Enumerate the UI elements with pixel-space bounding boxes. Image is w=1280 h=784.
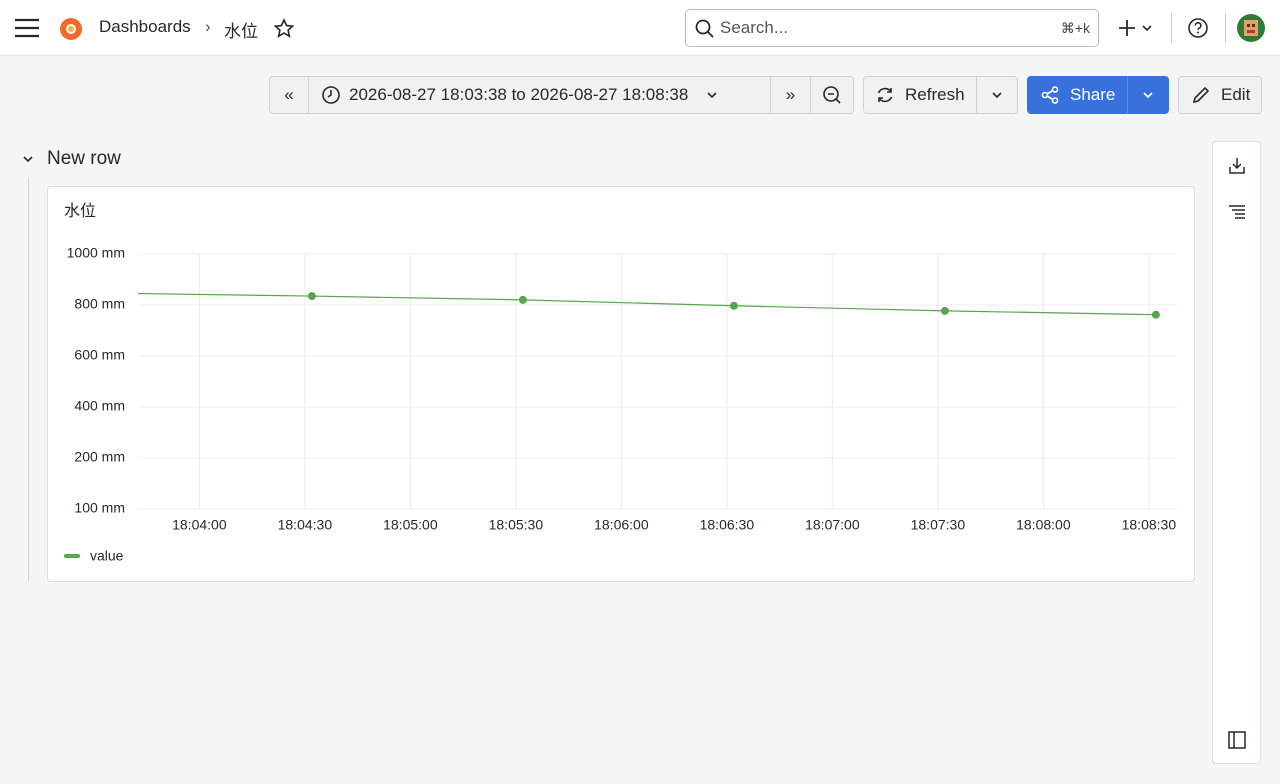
search-icon: [695, 19, 714, 38]
search-box[interactable]: Search... ⌘+k: [685, 9, 1099, 47]
y-tick-label: 800 mm: [74, 296, 125, 312]
help-icon[interactable]: [1187, 17, 1209, 39]
legend-label: value: [90, 548, 124, 564]
logo[interactable]: [57, 13, 85, 43]
x-tick-label: 18:07:00: [805, 517, 860, 533]
row-title[interactable]: New row: [47, 148, 121, 169]
plot-area: [138, 292, 1160, 319]
data-point: [518, 295, 527, 304]
top-bar: Dashboards › 水位 Search... ⌘+k: [0, 0, 1280, 56]
shift-forward-button[interactable]: »: [770, 76, 811, 114]
menu-icon[interactable]: [14, 17, 40, 39]
data-point: [729, 301, 738, 310]
x-tick-label: 18:08:00: [1016, 517, 1071, 533]
clock-icon: [322, 86, 340, 104]
share-label: Share: [1070, 85, 1116, 104]
edit-label: Edit: [1221, 85, 1251, 104]
dock-icon[interactable]: [1227, 730, 1247, 750]
time-picker[interactable]: 2026-08-27 18:03:38 to 2026-08-27 18:08:…: [308, 76, 771, 114]
data-point: [307, 292, 316, 301]
shift-back-button[interactable]: «: [269, 76, 309, 114]
breadcrumb[interactable]: 水位: [224, 22, 258, 41]
x-tick-label: 18:04:00: [172, 517, 227, 533]
share-button[interactable]: Share: [1027, 76, 1128, 114]
chart: 水位 100 mm 200 mm 400 mm 600 mm 800 mm 1000 mm…: [64, 202, 1177, 564]
x-tick-label: 18:06:30: [700, 517, 755, 533]
panel: 水位 100 mm 200 mm 400 mm 600 mm 800 mm 1000 mm…: [47, 186, 1195, 582]
x-tick-label: 18:06:00: [594, 517, 649, 533]
outline-icon[interactable]: [1227, 204, 1247, 220]
search-placeholder: Search...: [720, 18, 789, 37]
new-button[interactable]: [1115, 17, 1155, 39]
avatar[interactable]: [1237, 14, 1265, 42]
refresh-interval-button[interactable]: [976, 76, 1018, 114]
y-tick-label: 100 mm: [74, 500, 125, 516]
share-menu-button[interactable]: [1127, 76, 1169, 114]
y-tick-label: 200 mm: [74, 449, 125, 465]
data-point: [1151, 310, 1160, 319]
breadcrumb[interactable]: Dashboards: [99, 17, 191, 36]
x-tick-label: 18:08:30: [1122, 517, 1177, 533]
x-tick-label: 18:05:30: [489, 517, 544, 533]
search-shortcut: ⌘+k: [1060, 20, 1090, 36]
zoom-out-button[interactable]: [810, 76, 854, 114]
panel-title: 水位: [64, 202, 96, 220]
star-icon[interactable]: [273, 18, 295, 38]
series-line: [138, 292, 1156, 316]
data-point: [940, 306, 949, 315]
refresh-button[interactable]: Refresh: [863, 76, 977, 114]
y-tick-label: 1000 mm: [67, 245, 125, 261]
export-icon[interactable]: [1227, 156, 1247, 176]
x-tick-label: 18:07:30: [911, 517, 966, 533]
row-collapse-icon[interactable]: [21, 152, 35, 166]
y-tick-label: 400 mm: [74, 398, 125, 414]
y-tick-label: 600 mm: [74, 347, 125, 363]
time-range: 2026-08-27 18:03:38 to 2026-08-27 18:08:…: [349, 85, 689, 104]
legend-swatch: [64, 554, 80, 558]
x-tick-label: 18:05:00: [383, 517, 438, 533]
refresh-label: Refresh: [905, 85, 965, 104]
edit-button[interactable]: Edit: [1178, 76, 1262, 114]
side-toolbar: [1212, 141, 1261, 764]
x-tick-label: 18:04:30: [278, 517, 333, 533]
